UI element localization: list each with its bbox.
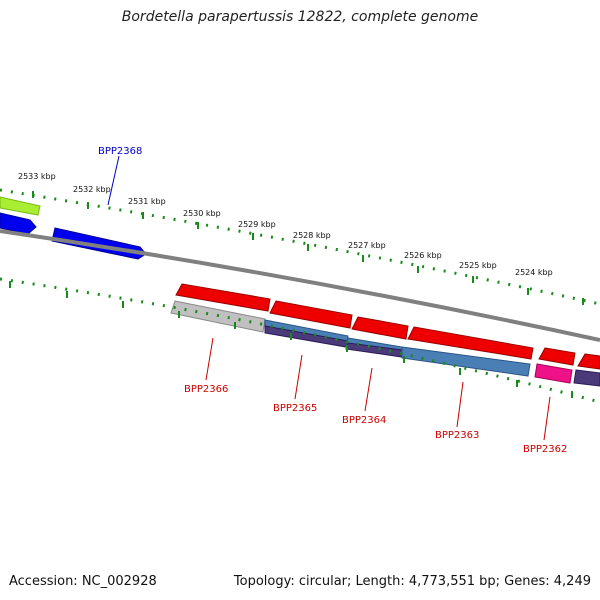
cds-red[interactable] <box>407 326 534 360</box>
outer-major-ticks <box>32 191 584 305</box>
scale-label: 2532 kbp <box>73 185 111 194</box>
cds-red[interactable] <box>351 316 409 340</box>
genome-summary-text: Topology: circular; Length: 4,773,551 bp… <box>233 574 591 589</box>
gene-label-bpp2362[interactable]: BPP2362 <box>523 444 567 455</box>
gene-label-bpp2365[interactable]: BPP2365 <box>273 403 317 414</box>
gene-label-bpp2366[interactable]: BPP2366 <box>184 384 228 395</box>
gene-label-bpp2364[interactable]: BPP2364 <box>342 415 386 426</box>
gene-label-bpp2368[interactable]: BPP2368 <box>98 146 142 157</box>
leader-lines <box>107 155 551 441</box>
scale-label: 2533 kbp <box>18 172 56 181</box>
cds-red[interactable] <box>577 353 600 370</box>
scale-label: 2531 kbp <box>128 197 166 206</box>
scale-label: 2524 kbp <box>515 268 553 277</box>
inner-major-ticks <box>9 281 573 398</box>
gene-label-bpp2363[interactable]: BPP2363 <box>435 430 479 441</box>
scale-label: 2530 kbp <box>183 209 221 218</box>
scale-label: 2525 kbp <box>459 261 497 270</box>
feature-steelblue[interactable] <box>401 346 531 377</box>
cds-red[interactable] <box>175 283 271 312</box>
map-title: Bordetella parapertussis 12822, complete… <box>121 9 479 25</box>
cds-lime[interactable] <box>0 196 41 216</box>
cds-blue-bpp2368[interactable] <box>51 227 147 260</box>
cds-red[interactable] <box>269 300 353 329</box>
accession-text: Accession: NC_002928 <box>9 574 157 589</box>
feature-purple[interactable] <box>573 369 600 387</box>
scale-label: 2527 kbp <box>348 241 386 250</box>
cds-blue-left[interactable] <box>0 212 37 235</box>
scale-label: 2526 kbp <box>404 251 442 260</box>
scale-label: 2528 kbp <box>293 231 331 240</box>
feature-magenta[interactable] <box>534 363 573 384</box>
scale-label: 2529 kbp <box>238 220 276 229</box>
inner-scale-track <box>0 277 600 404</box>
genome-backbone <box>0 229 600 342</box>
cds-red[interactable] <box>538 347 576 366</box>
